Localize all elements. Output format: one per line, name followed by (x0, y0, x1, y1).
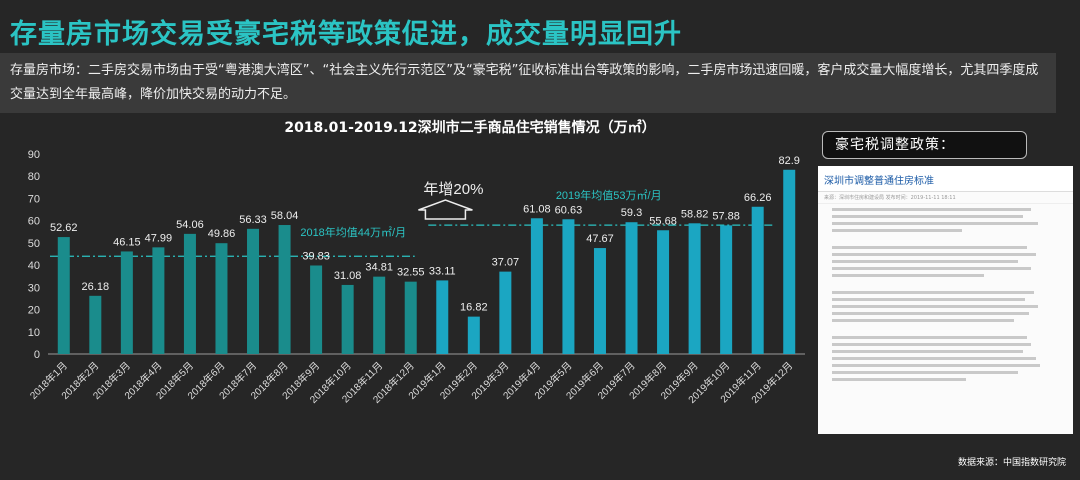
document-text-line (832, 298, 1025, 301)
document-text-line (832, 260, 1019, 263)
bar (215, 243, 228, 354)
policy-document-image: 深圳市调整普通住房标准 来源：深圳市住房和建设局 发布时间：2019-11-11… (818, 166, 1073, 434)
y-tick-label: 20 (28, 305, 40, 317)
document-body (818, 208, 1073, 381)
data-label: 47.99 (145, 232, 173, 244)
data-label: 49.86 (208, 228, 236, 240)
data-label: 32.55 (397, 267, 425, 279)
bar (120, 251, 133, 354)
document-text-line (832, 253, 1036, 256)
data-label: 58.04 (271, 210, 299, 222)
data-label: 82.9 (779, 155, 800, 167)
bar (278, 225, 291, 354)
document-text-line (832, 229, 963, 232)
document-text-line (832, 267, 1032, 270)
page-title: 存量房市场交易受豪宅税等政策促进，成交量明显回升 (10, 19, 682, 50)
average-label: 2019年均值53万㎡/月 (556, 188, 662, 202)
document-text-line (832, 215, 1023, 218)
y-tick-label: 70 (28, 193, 40, 205)
y-tick-label: 50 (28, 238, 40, 250)
document-text-line (832, 281, 1059, 287)
bar (341, 284, 354, 354)
bar (751, 206, 764, 354)
y-tick-label: 90 (28, 149, 40, 161)
data-label: 47.67 (586, 233, 614, 245)
bar (152, 247, 165, 354)
bar (625, 222, 638, 354)
growth-annotation: 年增20% (423, 181, 483, 198)
data-label: 46.15 (113, 236, 141, 248)
document-text-line (832, 371, 1019, 374)
data-label: 55.68 (649, 215, 677, 227)
data-label: 56.33 (239, 214, 267, 226)
data-label: 31.08 (334, 270, 362, 282)
data-label: 58.82 (681, 208, 709, 220)
document-text-line (832, 208, 1032, 211)
bar (89, 295, 102, 354)
data-label: 61.08 (523, 203, 551, 215)
document-text-line (832, 357, 1036, 360)
bar (436, 280, 449, 354)
document-text-line (832, 343, 1032, 346)
y-tick-label: 40 (28, 260, 40, 272)
data-label: 39.83 (302, 250, 330, 262)
data-label: 34.81 (365, 262, 393, 274)
bar (57, 237, 70, 354)
bar (530, 218, 543, 354)
y-tick-label: 60 (28, 216, 40, 228)
bar (688, 223, 701, 354)
bar (373, 276, 386, 354)
document-text-line (832, 326, 1059, 332)
y-tick-label: 10 (28, 327, 40, 339)
bar (467, 316, 480, 354)
description-text: 存量房市场：二手房交易市场由于受“粤港澳大湾区”、“社会主义先行示范区”及“豪宅… (0, 53, 1056, 113)
up-arrow-icon (418, 199, 473, 220)
y-tick-label: 0 (34, 349, 40, 361)
bar (783, 169, 796, 354)
y-tick-label: 80 (28, 171, 40, 183)
data-label: 26.18 (82, 281, 110, 293)
document-text-line (832, 378, 967, 381)
data-label: 57.88 (712, 210, 740, 222)
document-text-line (832, 364, 1041, 367)
bar (593, 248, 606, 354)
bar (720, 225, 733, 354)
document-text-line (832, 222, 1038, 225)
bar (562, 219, 575, 354)
chart-title: 2018.01-2019.12深圳市二手商品住宅销售情况（万㎡） (284, 120, 656, 136)
document-text-line (832, 336, 1028, 339)
source-note: 数据来源：中国指数研究院 (957, 458, 1066, 468)
data-label: 54.06 (176, 219, 204, 231)
bar-chart: 0 10 20 30 40 50 60 70 80 90 2018年均值44万㎡/月 2019年均值5… (27, 149, 805, 406)
document-text-line (832, 291, 1034, 294)
bar (499, 271, 512, 354)
document-text-line (832, 350, 1023, 353)
data-label: 52.62 (50, 222, 78, 234)
data-label: 59.3 (621, 207, 642, 219)
document-text-line (832, 274, 984, 277)
average-label: 2018年均值44万㎡/月 (300, 225, 406, 239)
document-meta: 来源：深圳市住房和建设局 发布时间：2019-11-11 18:11 (818, 192, 1073, 204)
document-text-line (832, 319, 1015, 322)
bar (247, 228, 260, 354)
document-text-line (832, 305, 1038, 308)
data-label: 33.11 (429, 265, 456, 277)
data-label: 60.63 (555, 204, 583, 216)
document-title: 深圳市调整普通住房标准 (818, 166, 1073, 192)
bar (404, 281, 417, 354)
bar (657, 230, 670, 354)
policy-panel-title: 豪宅税调整政策： (822, 131, 1027, 159)
document-text-line (832, 312, 1030, 315)
document-text-line (832, 236, 1059, 242)
data-label: 66.26 (744, 192, 772, 204)
data-label: 37.07 (492, 257, 520, 269)
data-label: 16.82 (460, 302, 488, 314)
bar (310, 265, 323, 354)
bar (183, 233, 196, 354)
y-tick-label: 30 (28, 282, 40, 294)
document-text-line (832, 246, 1028, 249)
